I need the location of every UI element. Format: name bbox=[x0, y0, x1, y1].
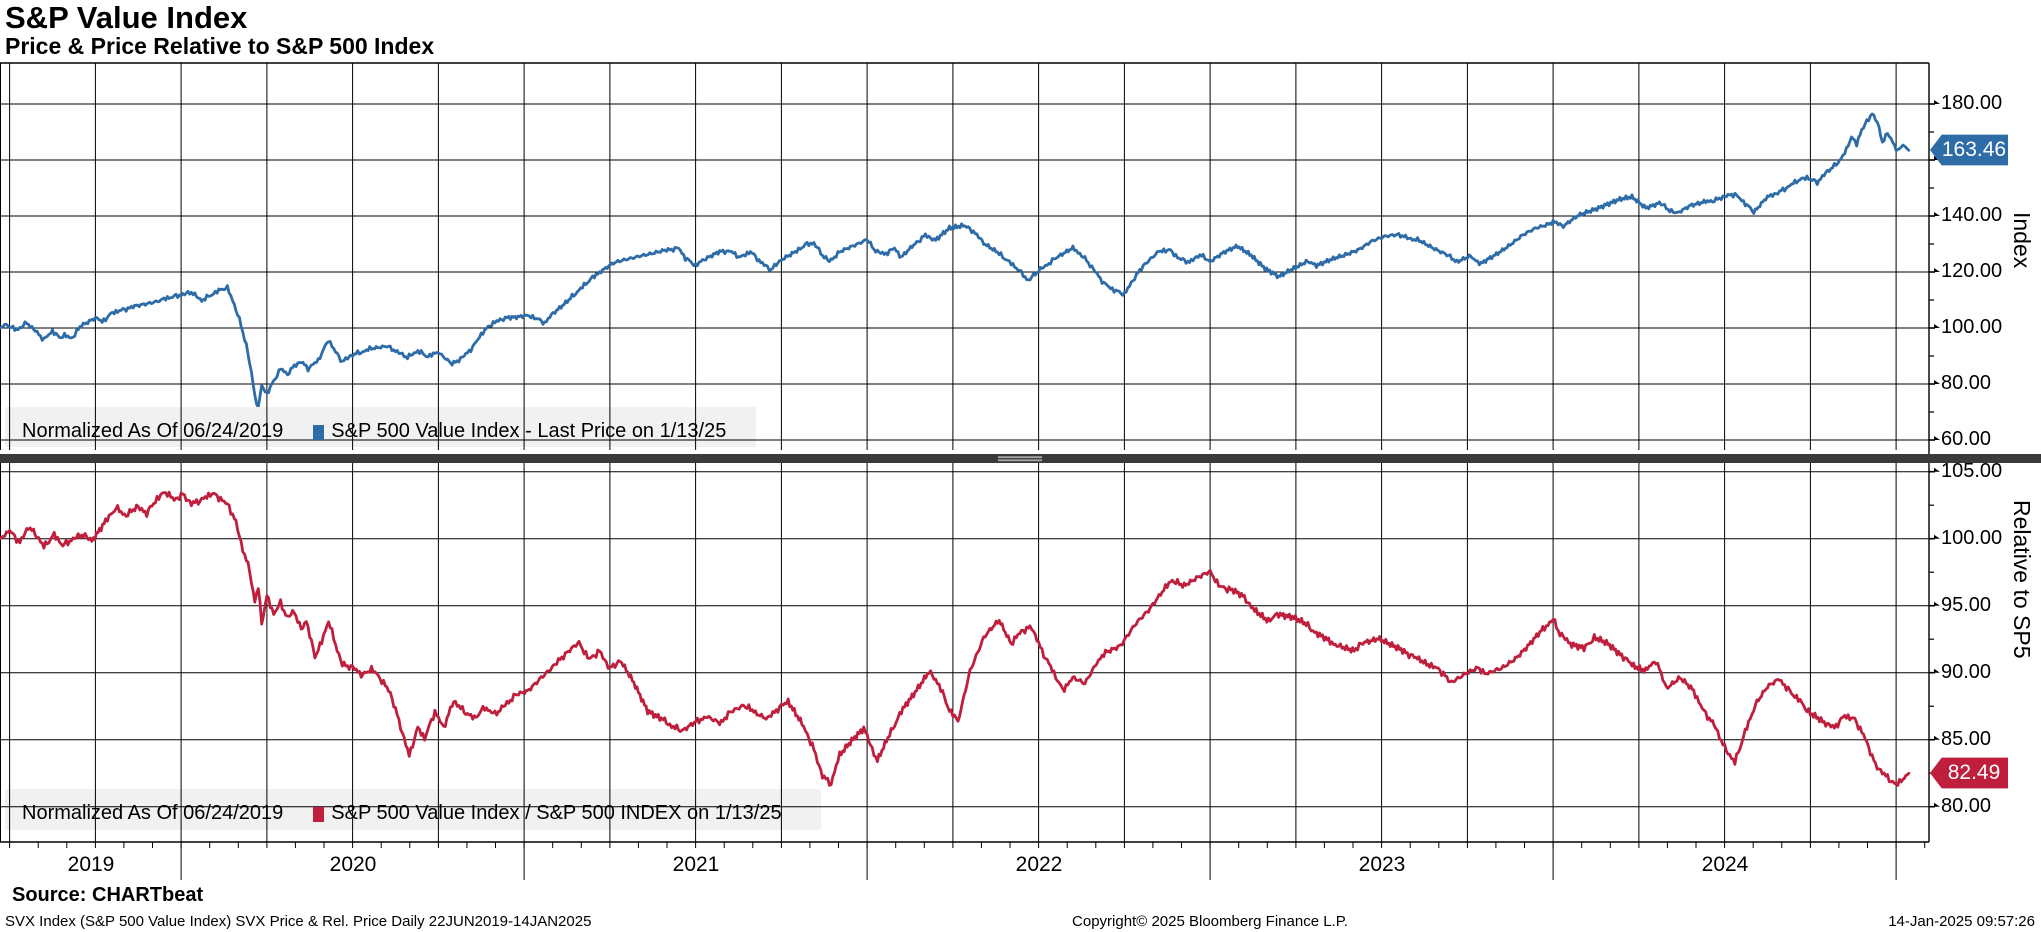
page-title: S&P Value Index bbox=[5, 0, 248, 35]
panel-divider-handle-icon[interactable] bbox=[998, 456, 1042, 462]
bottom-ytick-label: 80.00 bbox=[1941, 795, 1992, 817]
copyright-label: Copyright© 2025 Bloomberg Finance L.P. bbox=[1072, 913, 1348, 930]
x-year-label: 2021 bbox=[672, 853, 720, 876]
top-ytick-label: 80.00 bbox=[1941, 372, 1992, 394]
top-last-value-badge: 163.46 bbox=[1930, 134, 2008, 166]
bottom-ytick-label: 85.00 bbox=[1941, 728, 1992, 750]
top-legend-box bbox=[5, 407, 756, 447]
panel-divider bbox=[0, 454, 2041, 463]
x-year-label: 2023 bbox=[1358, 853, 1406, 876]
top-legend-series-label: S&P 500 Value Index - Last Price on 1/13… bbox=[331, 420, 727, 442]
x-year-label: 2022 bbox=[1015, 853, 1063, 876]
top-legend-normalized-label: Normalized As Of 06/24/2019 bbox=[22, 420, 284, 442]
top-series-swatch-icon bbox=[313, 425, 325, 440]
price-series-line bbox=[0, 112, 1911, 409]
top-axis-title: Index bbox=[2009, 212, 2035, 269]
bottom-ytick-label: 95.00 bbox=[1941, 594, 1992, 616]
bottom-axis-title: Relative to SP5 bbox=[2009, 500, 2035, 659]
top-ytick-label: 180.00 bbox=[1941, 92, 2003, 114]
bottom-series-swatch-icon bbox=[313, 807, 325, 822]
chart-description: SVX Index (S&P 500 Value Index) SVX Pric… bbox=[5, 913, 592, 930]
bottom-legend-box bbox=[5, 789, 821, 830]
timestamp-label: 14-Jan-2025 09:57:26 bbox=[1888, 913, 2035, 930]
x-year-label: 2019 bbox=[67, 853, 115, 876]
top-ytick-label: 100.00 bbox=[1941, 316, 2003, 338]
relative-series-line bbox=[0, 490, 1911, 787]
page-subtitle: Price & Price Relative to S&P 500 Index bbox=[5, 33, 435, 59]
top-legend[interactable]: Normalized As Of 06/24/2019 S&P 500 Valu… bbox=[5, 407, 756, 447]
bottom-legend-normalized-label: Normalized As Of 06/24/2019 bbox=[22, 802, 284, 824]
x-year-label: 2020 bbox=[329, 853, 377, 876]
bottom-ytick-label: 105.00 bbox=[1941, 460, 2003, 482]
x-year-label: 2024 bbox=[1701, 853, 1749, 876]
axes bbox=[0, 63, 1940, 880]
bottom-last-value-badge: 82.49 bbox=[1930, 757, 2008, 789]
bottom-legend[interactable]: Normalized As Of 06/24/2019 S&P 500 Valu… bbox=[5, 789, 821, 830]
top-ytick-label: 120.00 bbox=[1941, 260, 2003, 282]
gridlines bbox=[0, 62, 1929, 842]
top-ytick-label: 140.00 bbox=[1941, 204, 2003, 226]
top-ytick-label: 60.00 bbox=[1941, 428, 1992, 450]
source-label: Source: CHARTbeat bbox=[12, 884, 204, 906]
bottom-legend-series-label: S&P 500 Value Index / S&P 500 INDEX on 1… bbox=[331, 802, 782, 824]
bottom-ytick-label: 100.00 bbox=[1941, 527, 2003, 549]
bottom-ytick-label: 90.00 bbox=[1941, 661, 1992, 683]
